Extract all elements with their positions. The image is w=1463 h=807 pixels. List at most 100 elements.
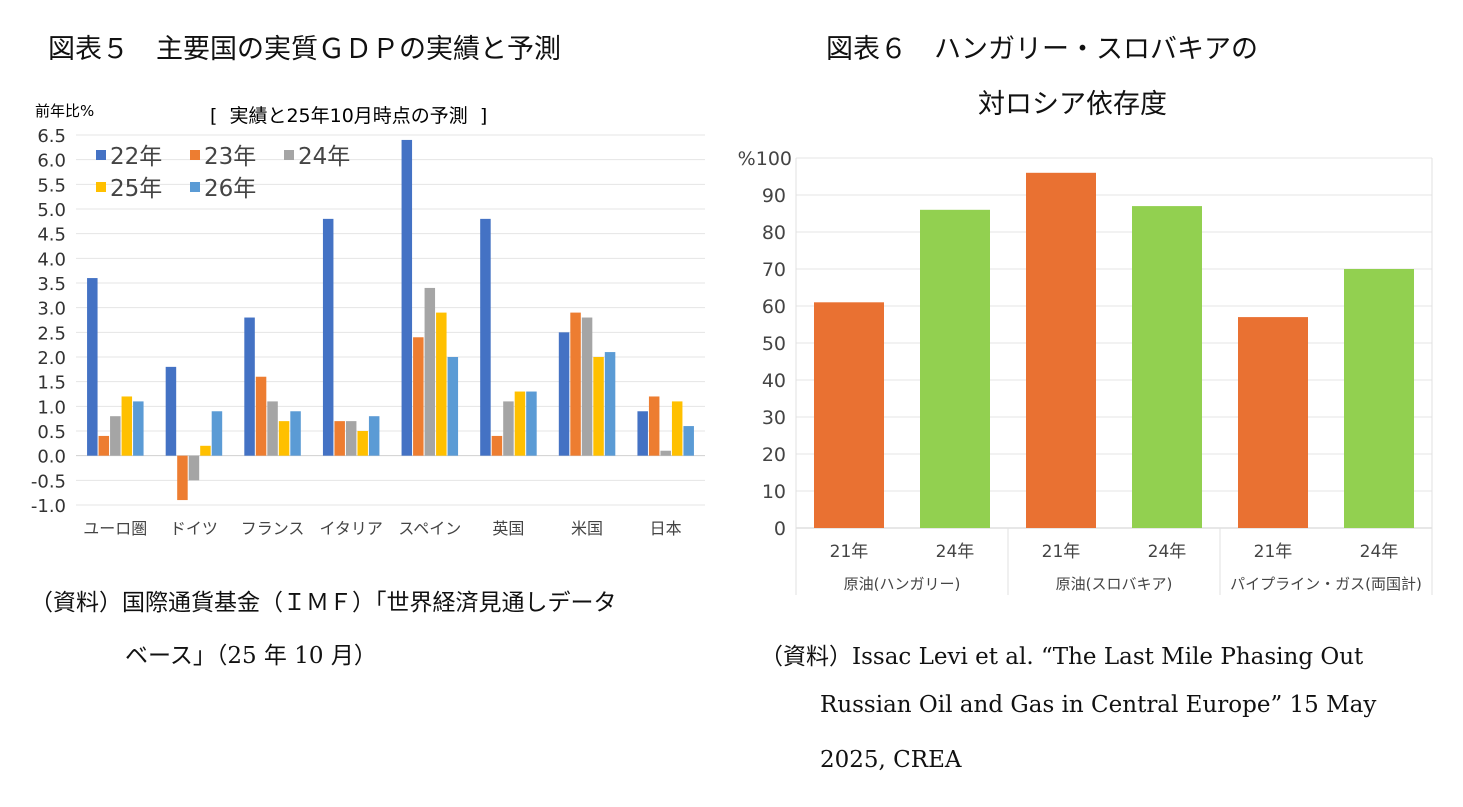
bar-22年 [165,366,177,456]
bar-22年 [244,317,255,456]
x-tick-label: 24年 [936,542,975,562]
legend-swatch [190,150,200,160]
right-chart-title-line1: 図表６ ハンガリー・スロバキアの [826,34,1258,65]
bar [1026,172,1096,529]
x-tick-label: 米国 [571,519,603,538]
x-tick-label: 日本 [650,519,682,538]
y-tick-label: -0.5 [31,471,66,492]
right-chart-title-line2: 対ロシア依存度 [978,89,1167,120]
group-label: パイプライン・ガス(両国計) [1230,575,1422,593]
right-source-line1: （資料）Issac Levi et al. “The Last Mile Pha… [760,644,1364,670]
bar-25年 [671,401,683,456]
bar-22年 [401,139,413,456]
x-tick-label: イタリア [320,519,383,538]
x-tick-label: 21年 [830,542,869,562]
y-tick-label: 3.5 [37,274,66,295]
bar-26年 [604,352,616,456]
right-source-line2: Russian Oil and Gas in Central Europe” 1… [820,692,1377,718]
bar-25年 [278,421,290,456]
bar-25年 [357,431,368,456]
bar-25年 [593,357,604,456]
y-tick-label: 0.0 [37,447,66,468]
y-tick-label: -1.0 [31,496,66,517]
bar-26年 [447,357,459,456]
x-tick-label: 21年 [1042,542,1081,562]
y-tick-label: 80 [762,222,786,244]
left-source-line1: （資料）国際通貨基金（ＩＭＦ）「世界経済見通しデータ [30,590,617,616]
x-tick-label: スペイン [398,519,461,538]
y-tick-label: 5.5 [37,175,66,196]
group-label: 原油(スロバキア) [1056,575,1173,593]
y-tick-label: 1.0 [37,397,66,418]
y-tick-label: 2.5 [37,323,66,344]
y-tick-label: 5.0 [37,200,66,221]
x-tick-label: 英国 [492,519,524,538]
bar-25年 [514,391,526,456]
bar-23年 [491,435,503,456]
bar-25年 [200,445,211,456]
bar [814,302,884,528]
bar-24年 [424,287,436,456]
legend-swatch [96,182,106,192]
bar-24年 [110,416,121,456]
legend-swatch [190,182,200,192]
bar [920,209,990,529]
bar-23年 [570,312,581,456]
y-tick-label: 50 [762,333,786,355]
bar-26年 [683,426,694,456]
y-tick-label: 0 [774,518,786,540]
left-y-axis-label: 前年比% [35,102,95,120]
legend-swatch [284,150,294,160]
y-tick-label: 90 [762,185,786,207]
bar-24年 [345,421,357,456]
bar-23年 [255,376,267,456]
y-tick-label: 6.5 [37,126,66,147]
y-tick-label: 70 [762,259,786,281]
x-tick-label: 24年 [1148,542,1187,562]
bar [1238,317,1308,528]
y-tick-label: 0.5 [37,422,66,443]
bar-24年 [660,450,671,456]
legend-label: 23年 [204,144,256,170]
bar-26年 [368,416,380,456]
bar-23年 [177,455,188,501]
bar-24年 [188,455,200,481]
bar-22年 [322,218,334,456]
bar-22年 [558,332,570,456]
y-tick-label: 3.0 [37,299,66,320]
bar-25年 [121,396,133,456]
left-chart-title: 図表５ 主要国の実質ＧＤＰの実績と予測 [48,34,561,65]
y-tick-label: 6.0 [37,151,66,172]
bar-22年 [480,218,491,456]
x-tick-label: ドイツ [170,519,218,538]
legend-label: 25年 [110,176,162,202]
bar-22年 [87,278,98,456]
bar-22年 [637,411,648,456]
left-chart-subtitle: [ 実績と25年10月時点の予測 ] [210,105,488,127]
y-tick-label: 40 [762,370,786,392]
bar-23年 [334,421,345,456]
legend-swatch [96,150,106,160]
legend-label: 22年 [110,144,162,170]
bar-23年 [98,435,110,456]
bar-26年 [290,411,301,456]
x-tick-label: 24年 [1360,542,1399,562]
bar-24年 [503,401,514,456]
bar [1344,269,1414,528]
y-tick-label: 60 [762,296,786,318]
right-source-line3: 2025, CREA [820,747,962,773]
y-tick-label: 1.5 [37,373,66,394]
bar-25年 [436,312,447,456]
legend-label: 24年 [298,144,350,170]
bar-26年 [526,391,537,456]
y-tick-label: %100 [738,148,792,170]
bar-26年 [133,401,144,456]
y-tick-label: 2.0 [37,348,66,369]
legend-label: 26年 [204,176,256,202]
bar-24年 [581,317,593,456]
bar [1132,206,1202,528]
x-tick-label: フランス [241,519,305,538]
y-tick-label: 4.0 [37,249,66,270]
x-tick-label: ユーロ圏 [83,519,147,538]
